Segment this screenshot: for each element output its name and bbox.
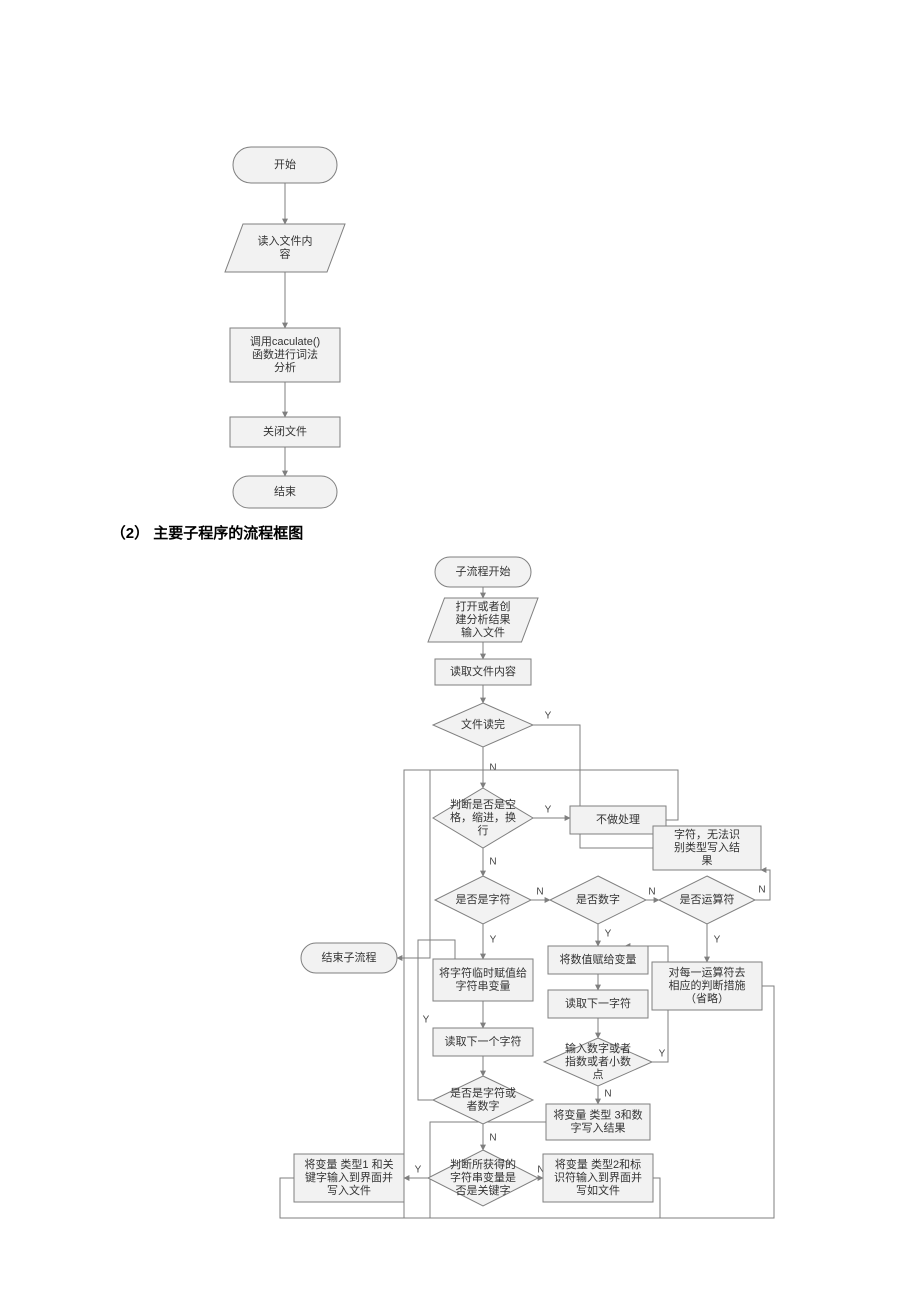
edge-label: N	[489, 857, 496, 868]
node-text: 将字符临时赋值给	[439, 965, 527, 979]
diagram-canvas: 开始读入文件内容调用caculate()函数进行词法分析关闭文件结束 （2） 主要…	[0, 0, 920, 1302]
node-text: 字写入结果	[571, 1120, 626, 1134]
node-text: 子流程开始	[456, 564, 511, 578]
section-caption: （2） 主要子程序的流程框图	[111, 524, 304, 542]
node-text: 否是关键字	[456, 1183, 511, 1197]
edge	[404, 770, 430, 1218]
edge	[653, 1178, 660, 1218]
node-text: 容	[280, 246, 291, 260]
node-text: 建分析结果	[456, 612, 511, 626]
node-text: 行	[478, 824, 489, 837]
node-text: 点	[593, 1068, 604, 1081]
node-text: 将数值赋给变量	[560, 952, 637, 966]
node-text: 果	[702, 854, 713, 867]
edge-label: Y	[490, 935, 497, 946]
node-text: 字符串变量	[456, 978, 511, 992]
edge-label: N	[758, 885, 765, 896]
node-text: 是否是字符或	[450, 1085, 516, 1099]
node-text: 读入文件内	[258, 233, 313, 247]
node-text: 字符，无法识	[674, 827, 740, 841]
edge-label: N	[536, 887, 543, 898]
node-text: 判断是否是空	[450, 797, 516, 811]
node-text: 别类型写入结	[674, 840, 740, 854]
node-text: 文件读完	[461, 717, 505, 731]
edge-label: Y	[714, 935, 721, 946]
node-text: 键字输入到界面并	[305, 1170, 393, 1184]
edge-label: Y	[659, 1049, 666, 1060]
node-text: 打开或者创	[456, 599, 511, 613]
node-text: 是否是字符	[456, 892, 511, 906]
node-text: 开始	[274, 157, 296, 171]
node-text: 读取下一个字符	[445, 1034, 522, 1048]
node-text: 者数字	[467, 1098, 500, 1112]
node-text: 判断所获得的	[450, 1157, 516, 1171]
edge-label: Y	[545, 711, 552, 722]
edge-label: Y	[423, 1015, 430, 1026]
edge-label: N	[489, 763, 496, 774]
edge	[397, 770, 430, 958]
node-text: 不做处理	[596, 812, 640, 826]
node-text: 是否运算符	[680, 892, 735, 906]
node-text: 将变量 类型2和标	[555, 1157, 641, 1171]
node-text: 写如文件	[576, 1183, 620, 1197]
node-text: 读取文件内容	[450, 664, 516, 678]
node-text: 字符串变量是	[450, 1170, 516, 1184]
node-text: 写入文件	[327, 1183, 371, 1197]
edge	[660, 986, 774, 1218]
node-text: 输入文件	[461, 625, 505, 639]
node-text: 格，缩进，换	[450, 810, 516, 824]
node-text: 读取下一字符	[565, 996, 631, 1010]
edge-label: N	[648, 887, 655, 898]
node-text: 结束子流程	[322, 950, 377, 964]
node-text: 指数或者小数	[565, 1054, 631, 1068]
node-text: 函数进行词法	[252, 347, 318, 361]
node-text: 分析	[274, 360, 296, 374]
node-text: 识符输入到界面并	[554, 1170, 642, 1184]
node-text: 相应的判断措施	[669, 978, 746, 992]
node-text: 结束	[274, 485, 296, 498]
node-text: 关闭文件	[263, 424, 307, 438]
edge-label: Y	[415, 1165, 422, 1176]
node-text: 将变量 类型1 和关	[304, 1157, 393, 1171]
edge-label: Y	[605, 929, 612, 940]
edge-label: Y	[545, 805, 552, 816]
node-text: （省略）	[685, 991, 729, 1005]
edge-label: N	[604, 1089, 611, 1100]
node-text: 将变量 类型 3和数	[553, 1107, 642, 1121]
edge-label: N	[489, 1133, 496, 1144]
node-text: 是否数字	[576, 892, 620, 906]
node-text: 输入数字或者	[565, 1041, 631, 1055]
node-text: 对每一运算符去	[669, 965, 746, 979]
node-text: 调用caculate()	[250, 335, 320, 348]
